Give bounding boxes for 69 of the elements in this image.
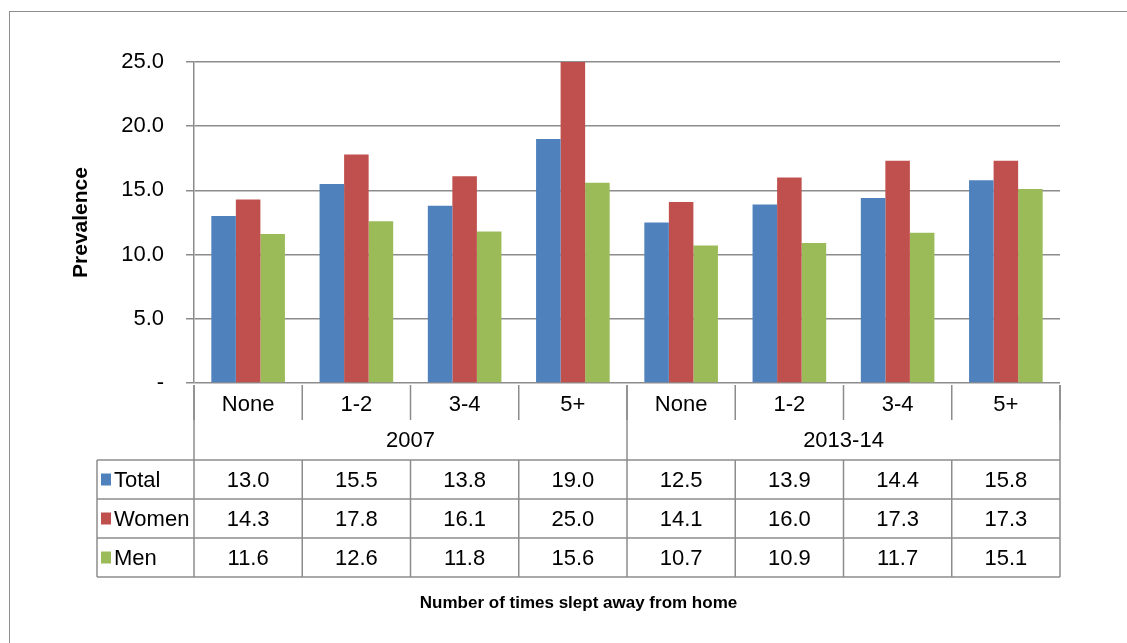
x-tick-label: 5+ bbox=[560, 391, 586, 417]
text: 2007 bbox=[386, 427, 435, 453]
bar bbox=[1018, 189, 1043, 383]
x-tick-label: 1-2 bbox=[340, 391, 373, 417]
bar bbox=[319, 183, 345, 383]
data-label: 12.6 bbox=[334, 544, 378, 570]
bar bbox=[801, 243, 827, 383]
bar bbox=[427, 205, 453, 383]
y-tick-label: 20.0 bbox=[121, 112, 164, 138]
data-label: 11.6 bbox=[227, 544, 269, 570]
bar bbox=[260, 234, 285, 383]
bar bbox=[909, 232, 935, 383]
x-tick-label: 1-2 bbox=[773, 391, 806, 417]
bar bbox=[235, 199, 261, 383]
data-label: 16.1 bbox=[443, 505, 487, 531]
bar bbox=[644, 222, 669, 383]
data-label: 13.8 bbox=[443, 466, 487, 492]
text: Number of times slept away from home bbox=[419, 592, 738, 612]
bar bbox=[885, 160, 910, 383]
text: 2013-14 bbox=[803, 427, 884, 453]
data-label: 15.6 bbox=[551, 544, 595, 570]
bar bbox=[536, 139, 561, 383]
data-label: 14.1 bbox=[659, 505, 703, 531]
bar bbox=[560, 62, 586, 383]
data-label: 17.3 bbox=[876, 505, 920, 531]
bar bbox=[211, 216, 236, 383]
y-tick-label: - bbox=[156, 369, 164, 395]
y-tick-label: 25.0 bbox=[121, 48, 164, 74]
y-tick-label: 5.0 bbox=[133, 304, 164, 330]
bar bbox=[368, 221, 394, 383]
bar bbox=[452, 176, 477, 383]
bar bbox=[693, 245, 718, 383]
data-label: 13.9 bbox=[767, 466, 811, 492]
data-label: 14.4 bbox=[876, 466, 920, 492]
data-label: 14.3 bbox=[226, 505, 270, 531]
data-label: 10.7 bbox=[659, 544, 703, 570]
bar bbox=[752, 204, 778, 383]
data-label: 12.5 bbox=[659, 466, 703, 492]
bar bbox=[993, 160, 1019, 383]
data-label: 11.7 bbox=[877, 544, 919, 570]
legend-label: Women bbox=[114, 505, 190, 531]
y-tick-label: 10.0 bbox=[121, 240, 164, 266]
bar bbox=[668, 201, 694, 383]
x-tick-label: 5+ bbox=[993, 391, 1019, 417]
y-axis-title: Prevalence bbox=[68, 167, 92, 278]
x-tick-label: 3-4 bbox=[448, 391, 481, 417]
data-label: 25.0 bbox=[551, 505, 595, 531]
bar bbox=[344, 154, 369, 383]
legend-label: Men bbox=[114, 544, 157, 570]
data-label: 13.0 bbox=[226, 466, 270, 492]
data-label: 17.3 bbox=[984, 505, 1028, 531]
x-tick-label: 3-4 bbox=[881, 391, 914, 417]
data-label: 17.8 bbox=[334, 505, 378, 531]
data-label: 19.0 bbox=[551, 466, 595, 492]
data-label: 15.1 bbox=[984, 544, 1028, 570]
bar bbox=[969, 180, 994, 383]
bar bbox=[860, 198, 886, 383]
bar bbox=[777, 177, 802, 383]
bar bbox=[585, 182, 610, 383]
data-label: 15.8 bbox=[984, 466, 1028, 492]
data-label: 10.9 bbox=[767, 544, 811, 570]
data-label: 15.5 bbox=[334, 466, 378, 492]
legend-label: Total bbox=[114, 466, 161, 492]
x-tick-label: None bbox=[654, 391, 708, 417]
bar bbox=[476, 231, 502, 383]
data-label: 11.8 bbox=[444, 544, 486, 570]
y-tick-label: 15.0 bbox=[121, 176, 164, 202]
x-tick-label: None bbox=[221, 391, 275, 417]
data-label: 16.0 bbox=[767, 505, 811, 531]
